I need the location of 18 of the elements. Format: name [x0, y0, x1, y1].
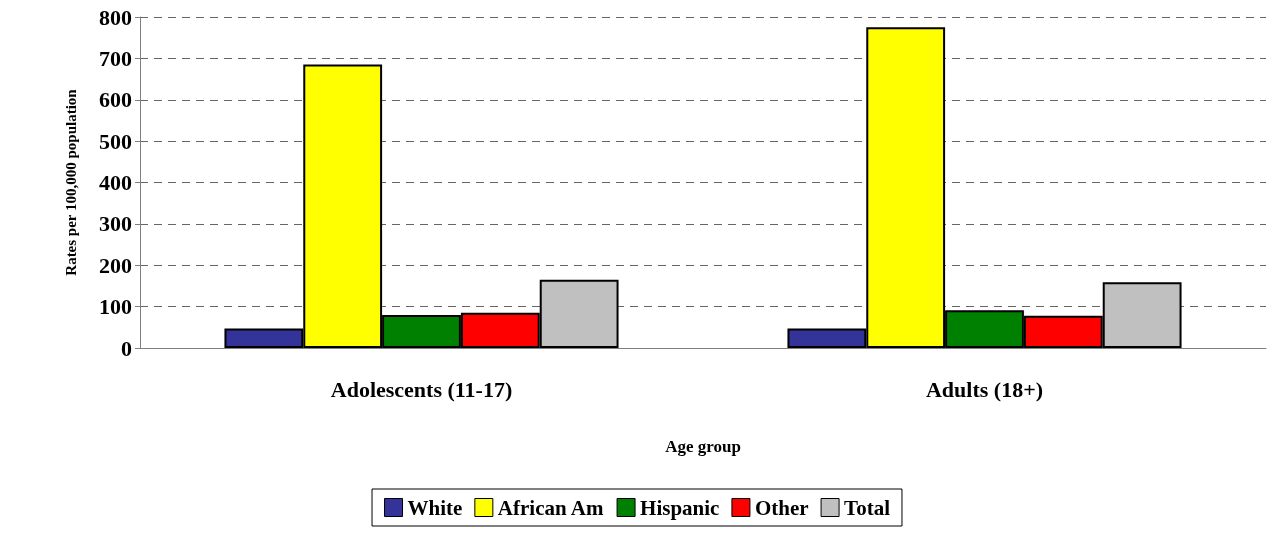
y-tick-label: 300: [99, 211, 132, 237]
y-tick-label: 400: [99, 170, 132, 195]
x-axis-title: Age group: [665, 437, 741, 456]
legend-label: White: [407, 495, 463, 520]
y-tick-label: 500: [99, 128, 132, 154]
y-tick-label: 800: [99, 4, 132, 30]
y-tick-label: 700: [99, 45, 132, 71]
y-tick-label: 200: [99, 252, 132, 278]
x-tick-label: Adolescents (11-17): [330, 376, 513, 402]
y-tick-label: 100: [99, 294, 132, 320]
legend-label: Hispanic: [640, 495, 720, 520]
y-tick-label: 600: [99, 87, 132, 113]
y-tick-label: 0: [121, 335, 132, 361]
legend-label: African Am: [497, 495, 604, 520]
y-axis-title: Rates per 100,000 population: [62, 88, 79, 276]
x-tick-label: Adults (18+): [925, 376, 1044, 402]
legend-label: Total: [844, 495, 891, 520]
legend-label: Other: [754, 495, 809, 520]
